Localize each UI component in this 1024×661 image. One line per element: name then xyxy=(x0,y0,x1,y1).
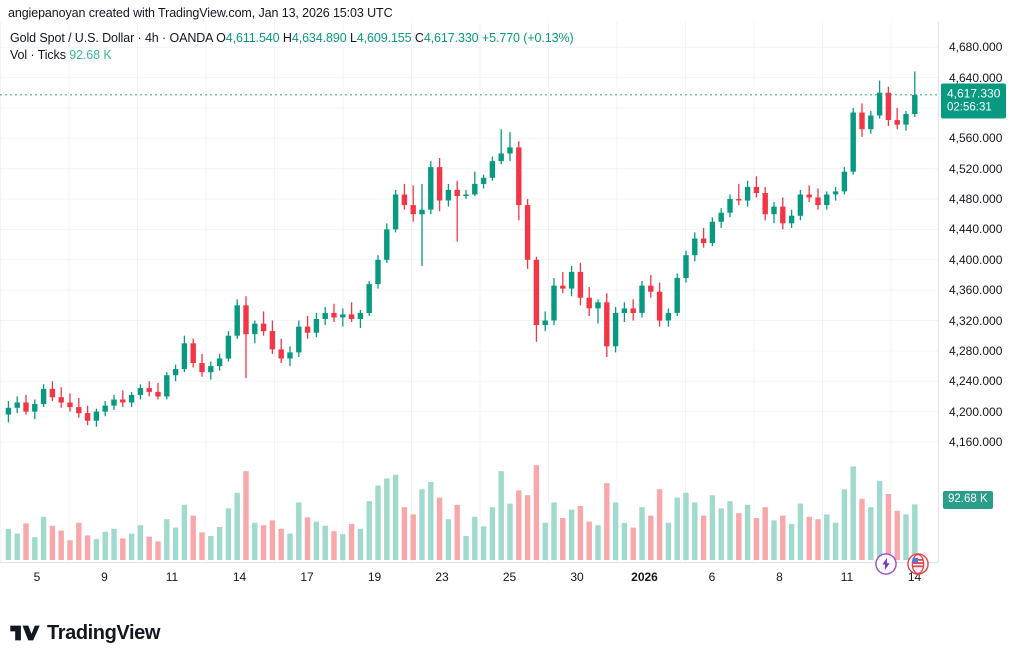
price-tick: 4,560.000 xyxy=(949,131,1003,146)
legend-symbol: Gold Spot / U.S. Dollar · 4h · OANDA xyxy=(10,31,213,45)
time-tick: 11 xyxy=(165,570,179,584)
legend-row-symbol: Gold Spot / U.S. Dollar · 4h · OANDA O4,… xyxy=(10,30,574,47)
time-tick: 8 xyxy=(776,570,783,584)
tradingview-wordmark: TradingView xyxy=(47,621,161,644)
tradingview-footer: TradingView xyxy=(10,620,160,646)
bar-countdown: 02:56:31 xyxy=(947,101,992,114)
price-tick: 4,640.000 xyxy=(949,70,1003,85)
legend-row-volume: Vol · Ticks 92.68 K xyxy=(10,47,574,64)
time-scale[interactable]: 5 9 11 14 17 19 23 25 30 2026 6 8 11 14 xyxy=(0,562,938,594)
price-tick: 4,520.000 xyxy=(949,161,1003,176)
price-tick: 4,480.000 xyxy=(949,192,1003,206)
price-tick: 4,400.000 xyxy=(949,252,1003,267)
price-tick: 4,680.000 xyxy=(949,40,1003,55)
chart-legend: Gold Spot / U.S. Dollar · 4h · OANDA O4,… xyxy=(10,30,574,64)
price-tick: 4,320.000 xyxy=(949,313,1003,328)
legend-close-value: 4,617.330 xyxy=(423,31,479,45)
time-tick: 11 xyxy=(840,570,854,584)
price-tick: 4,440.000 xyxy=(949,222,1003,237)
time-tick: 25 xyxy=(502,570,517,584)
current-price-badge[interactable]: 4,617.330 02:56:31 xyxy=(941,83,1007,119)
time-tick: 14 xyxy=(232,570,247,584)
time-tick: 30 xyxy=(570,570,584,584)
legend-volume-title: Vol · Ticks xyxy=(10,48,66,62)
chart-plot-area[interactable] xyxy=(0,22,938,562)
price-scale[interactable]: 4,680.000 4,640.000 4,560.000 4,520.000 4,48… xyxy=(938,22,1024,562)
price-tick: 4,240.000 xyxy=(949,374,1003,389)
time-tick: 17 xyxy=(300,570,314,584)
price-tick: 4,280.000 xyxy=(949,343,1003,358)
candlestick-series xyxy=(0,71,938,560)
us-session-icon[interactable] xyxy=(907,553,929,575)
current-price-value: 4,617.330 xyxy=(947,86,1001,101)
chart-gridlines xyxy=(0,22,938,562)
legend-low-label: L xyxy=(349,31,357,45)
price-tick: 4,360.000 xyxy=(949,283,1003,298)
price-tick: 4,160.000 xyxy=(949,435,1003,449)
attribution-text: angiepanoyan created with TradingView.co… xyxy=(8,6,393,20)
price-tick: 4,200.000 xyxy=(949,404,1003,419)
time-tick: 19 xyxy=(367,570,382,584)
legend-high-label: H xyxy=(282,31,292,45)
legend-volume-value: 92.68 K xyxy=(69,48,112,62)
legend-open-value: 4,611.540 xyxy=(225,31,280,45)
legend-open-label: O xyxy=(216,31,226,45)
time-tick: 5 xyxy=(33,570,41,584)
time-tick: 2026 xyxy=(631,570,658,584)
tradingview-logo-icon xyxy=(10,625,40,641)
time-tick: 9 xyxy=(101,570,108,584)
volume-value-badge[interactable]: 92.68 K xyxy=(943,491,993,510)
legend-high-value: 4,634.890 xyxy=(291,31,347,45)
time-tick: 23 xyxy=(435,570,449,584)
legend-close-label: C xyxy=(414,31,424,45)
lightning-icon[interactable] xyxy=(875,553,897,575)
legend-low-value: 4,609.155 xyxy=(356,31,412,45)
legend-change: +5.770 (+0.13%) xyxy=(481,31,574,45)
time-tick: 6 xyxy=(708,570,716,584)
